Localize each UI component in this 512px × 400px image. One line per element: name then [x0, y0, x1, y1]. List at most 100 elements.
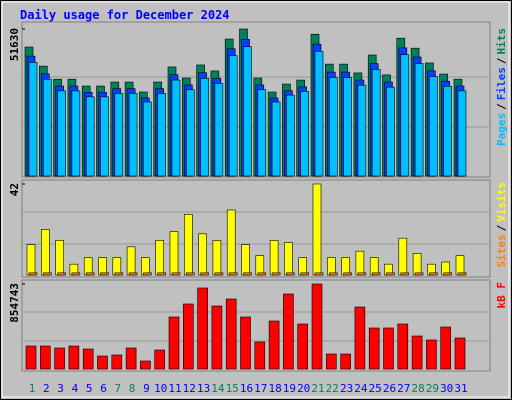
x-tick-label: 9: [143, 382, 150, 395]
x-tick-label: 25: [369, 382, 382, 395]
bar: [455, 255, 465, 276]
bar: [126, 246, 136, 276]
bar: [114, 93, 124, 177]
bar: [369, 257, 379, 276]
bar: [257, 89, 267, 177]
x-tick-label: 23: [340, 382, 353, 395]
bar: [241, 244, 250, 276]
y-tick-label: 42: [8, 183, 21, 196]
bar: [243, 272, 252, 276]
legend-entry: Pages: [495, 113, 508, 146]
bar: [411, 335, 423, 370]
legend: Pages / Files / Hits: [495, 28, 508, 146]
bar: [125, 347, 137, 370]
bar: [371, 69, 381, 177]
bar: [326, 257, 336, 276]
x-tick-label: 4: [72, 382, 79, 395]
chart-title: Daily usage for December 2024: [20, 8, 230, 22]
x-tick-label: 14: [211, 382, 225, 395]
bar: [254, 341, 266, 370]
bar: [228, 55, 238, 177]
x-tick-label: 1: [29, 382, 36, 395]
bar: [42, 78, 52, 177]
bar: [97, 355, 108, 370]
legend-separator: /: [495, 57, 508, 64]
bar: [155, 240, 164, 276]
bar: [42, 272, 52, 276]
bar: [169, 231, 179, 276]
bar: [354, 306, 366, 370]
bar: [157, 93, 166, 177]
bar: [454, 337, 466, 370]
bar: [111, 354, 123, 370]
x-tick-label: 26: [383, 382, 396, 395]
bar: [226, 209, 236, 276]
bar: [357, 84, 367, 177]
bar: [114, 272, 124, 276]
bar: [112, 257, 122, 276]
bar: [143, 101, 152, 177]
bar: [328, 77, 338, 177]
bar: [355, 250, 365, 276]
bar: [341, 257, 350, 276]
bar: [68, 345, 80, 370]
bar: [397, 323, 409, 370]
bar: [386, 272, 395, 276]
y-tick-label: 854743: [8, 283, 21, 323]
bar: [426, 339, 437, 370]
bar: [171, 272, 181, 276]
bar: [286, 94, 295, 177]
x-tick-label: 3: [57, 382, 64, 395]
bar: [325, 353, 337, 370]
bar: [343, 77, 352, 177]
bar: [157, 272, 166, 276]
bar: [186, 272, 195, 276]
bar: [312, 183, 322, 276]
x-tick-label: 11: [168, 382, 181, 395]
bar: [414, 63, 424, 177]
x-tick-label: 22: [326, 382, 339, 395]
bar: [368, 327, 380, 370]
bar: [200, 272, 209, 276]
bar: [228, 272, 238, 276]
bar: [400, 54, 410, 177]
legend-entry: Sites: [495, 234, 508, 267]
bar: [154, 349, 165, 370]
legend-entry: kB F: [495, 282, 508, 309]
bar: [171, 79, 181, 177]
bar: [255, 255, 265, 276]
bar: [26, 244, 36, 276]
x-tick-label: 24: [354, 382, 368, 395]
bar: [71, 90, 81, 177]
bar: [328, 272, 338, 276]
bar: [240, 316, 251, 370]
bar: [443, 86, 453, 177]
legend-entry: Visits: [495, 182, 508, 222]
bar: [211, 305, 223, 370]
bar: [39, 345, 51, 370]
legend-separator: /: [495, 103, 508, 110]
bar: [300, 91, 310, 177]
x-tick-label: 13: [197, 382, 210, 395]
bar: [300, 272, 310, 276]
bar: [314, 272, 324, 276]
x-tick-label: 15: [226, 382, 239, 395]
legend: Sites / Visits: [495, 182, 508, 268]
legend-separator: /: [495, 224, 508, 231]
bar: [57, 90, 66, 177]
bar: [340, 353, 351, 370]
bar: [271, 101, 281, 177]
bar: [257, 272, 267, 276]
x-tick-label: 30: [440, 382, 453, 395]
bar: [414, 272, 424, 276]
bar: [314, 50, 324, 177]
bar: [371, 272, 381, 276]
bar: [71, 272, 81, 276]
bar: [140, 360, 151, 370]
y-tick-label: 51630: [8, 28, 21, 61]
bar: [55, 240, 64, 276]
bar: [283, 293, 294, 370]
bar: [28, 272, 38, 276]
bar: [386, 86, 395, 177]
